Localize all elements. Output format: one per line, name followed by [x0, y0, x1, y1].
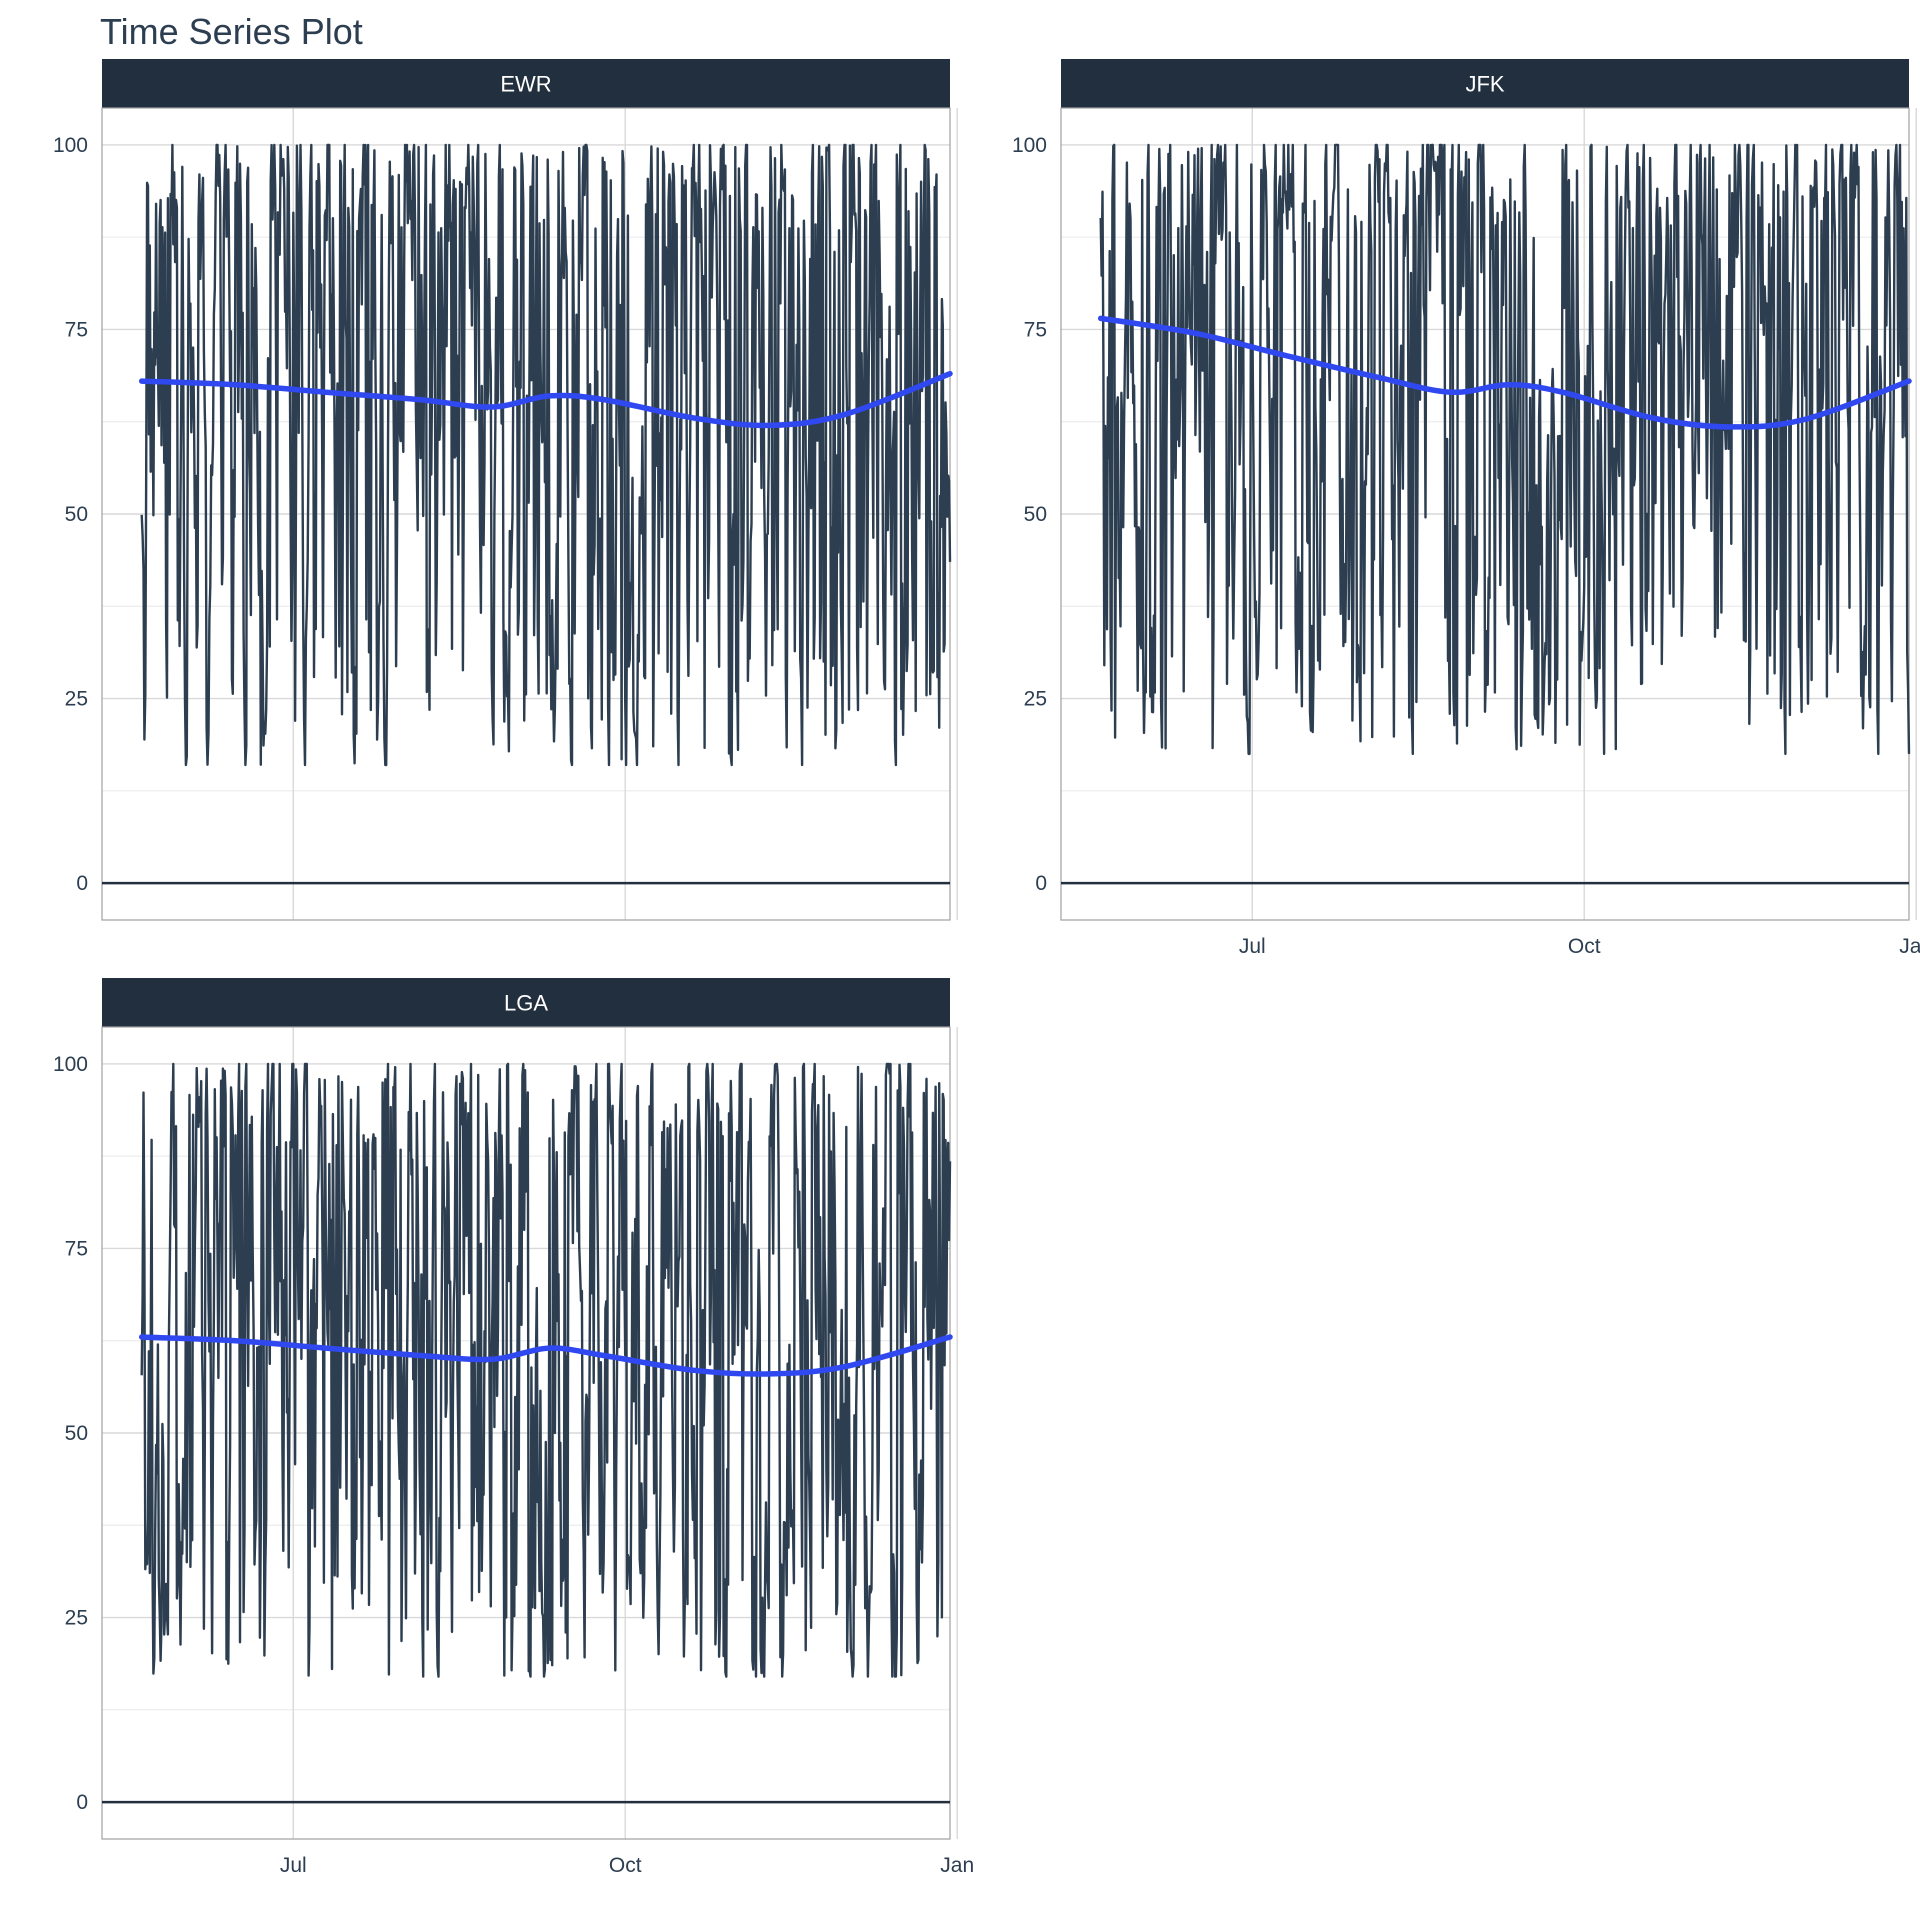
y-tick-label-lga: 0 [76, 1791, 88, 1814]
y-tick-label-jfk: 25 [1024, 688, 1047, 711]
y-tick-label-ewr: 50 [65, 503, 88, 526]
facet-strip-jfk [1061, 59, 1909, 108]
trend-line-jfk [1097, 315, 1912, 430]
trend-line-ewr [138, 370, 953, 429]
y-tick-label-jfk: 50 [1024, 503, 1047, 526]
facet-strip-lga [102, 978, 950, 1027]
x-tick-label-jfk: Oct [1568, 935, 1601, 958]
chart-title: Time Series Plot [100, 11, 363, 52]
y-tick-label-ewr: 100 [53, 134, 88, 157]
series-line-lga [140, 1062, 952, 1678]
x-tick-label-jfk: Jan [1899, 935, 1920, 958]
y-tick-label-lga: 25 [65, 1607, 88, 1630]
y-tick-label-lga: 75 [65, 1237, 88, 1260]
x-tick-label-lga: Jan [940, 1854, 974, 1877]
y-tick-label-lga: 100 [53, 1053, 88, 1076]
facet-label-jfk: JFK [1465, 72, 1504, 97]
series-line-ewr [140, 143, 952, 767]
y-tick-label-lga: 50 [65, 1422, 88, 1445]
y-tick-label-ewr: 25 [65, 688, 88, 711]
facet-label-lga: LGA [504, 991, 548, 1016]
y-tick-label-jfk: 75 [1024, 318, 1047, 341]
panel-border-lga [101, 1026, 951, 1840]
y-tick-label-ewr: 0 [76, 872, 88, 895]
facet-strip-ewr [102, 59, 950, 108]
series-line-jfk [1099, 143, 1911, 756]
y-tick-label-jfk: 0 [1035, 872, 1047, 895]
x-tick-label-jfk: Jul [1239, 935, 1266, 958]
facet-label-ewr: EWR [500, 72, 551, 97]
y-tick-label-jfk: 100 [1012, 134, 1047, 157]
x-tick-label-lga: Oct [609, 1854, 642, 1877]
x-tick-label-lga: Jul [280, 1854, 307, 1877]
panel-border-jfk [1060, 107, 1910, 921]
y-tick-label-ewr: 75 [65, 318, 88, 341]
trend-line-lga [138, 1334, 953, 1377]
